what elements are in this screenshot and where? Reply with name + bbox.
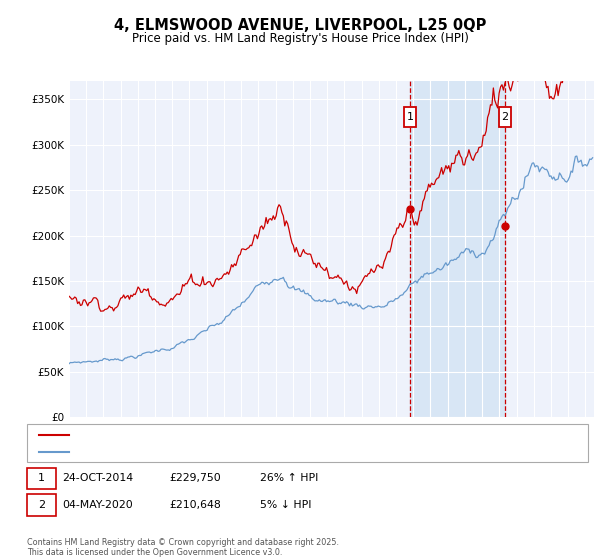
- Text: 1: 1: [38, 473, 45, 483]
- FancyBboxPatch shape: [404, 106, 416, 127]
- Text: 2: 2: [38, 500, 45, 510]
- Text: 5% ↓ HPI: 5% ↓ HPI: [260, 500, 311, 510]
- Bar: [410, 81, 505, 417]
- Text: £210,648: £210,648: [170, 500, 221, 510]
- Text: 04-MAY-2020: 04-MAY-2020: [62, 500, 133, 510]
- Text: 24-OCT-2014: 24-OCT-2014: [62, 473, 133, 483]
- FancyBboxPatch shape: [499, 106, 511, 127]
- Text: 4, ELMSWOOD AVENUE, LIVERPOOL, L25 0QP (detached house): 4, ELMSWOOD AVENUE, LIVERPOOL, L25 0QP (…: [75, 430, 405, 440]
- Text: 4, ELMSWOOD AVENUE, LIVERPOOL, L25 0QP: 4, ELMSWOOD AVENUE, LIVERPOOL, L25 0QP: [114, 18, 486, 33]
- Text: Contains HM Land Registry data © Crown copyright and database right 2025.
This d: Contains HM Land Registry data © Crown c…: [27, 538, 339, 557]
- Text: £229,750: £229,750: [170, 473, 221, 483]
- Text: 1: 1: [407, 111, 413, 122]
- Text: 26% ↑ HPI: 26% ↑ HPI: [260, 473, 318, 483]
- Text: HPI: Average price, detached house, Knowsley: HPI: Average price, detached house, Know…: [75, 447, 317, 458]
- Text: 2: 2: [502, 111, 509, 122]
- Text: Price paid vs. HM Land Registry's House Price Index (HPI): Price paid vs. HM Land Registry's House …: [131, 32, 469, 45]
